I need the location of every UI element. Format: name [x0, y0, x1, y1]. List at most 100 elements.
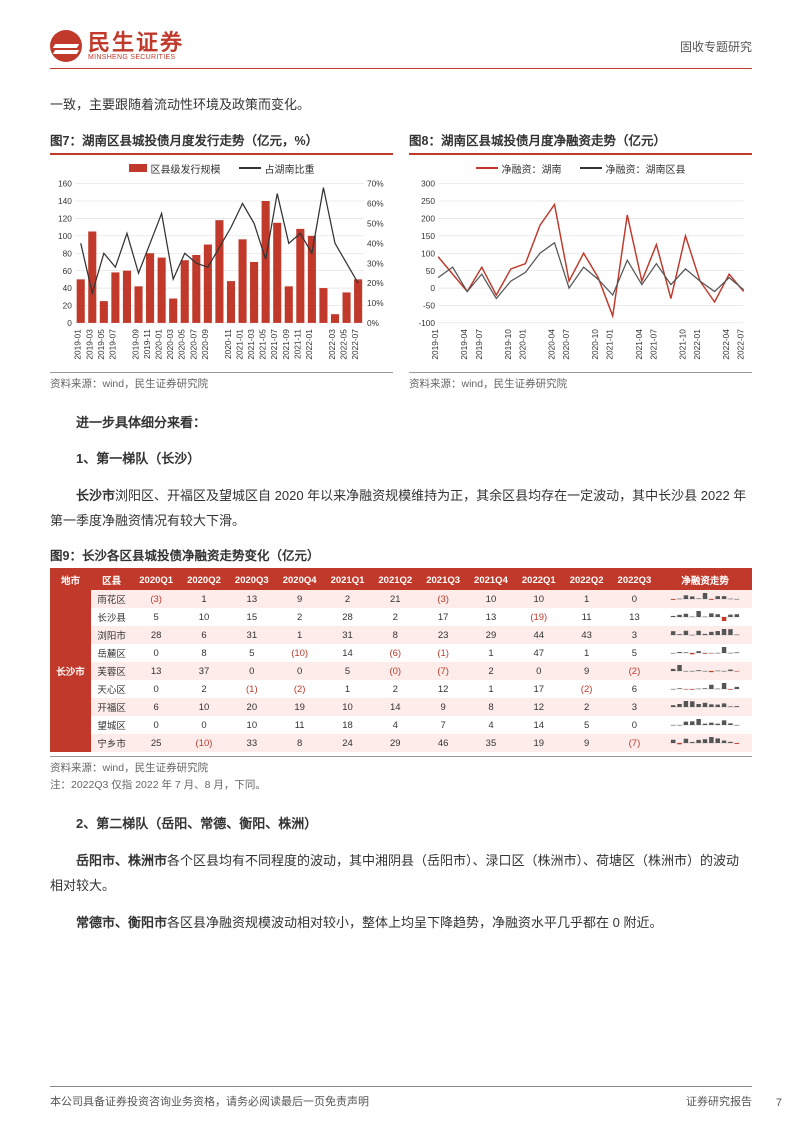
- table-value-cell: 8: [467, 698, 515, 716]
- table-value-cell: 0: [515, 662, 563, 680]
- table-value-cell: 13: [611, 608, 659, 626]
- svg-text:2021-05: 2021-05: [258, 328, 268, 359]
- table-value-cell: 29: [371, 734, 419, 752]
- table-value-cell: 28: [132, 626, 180, 644]
- table-9-title: 图9：长沙各区县城投债净融资走势变化（亿元）: [50, 545, 752, 570]
- table-value-cell: 9: [563, 734, 611, 752]
- table-value-cell: (2): [611, 662, 659, 680]
- table-value-cell: 47: [515, 644, 563, 662]
- svg-text:2020-10: 2020-10: [590, 328, 600, 359]
- table-value-cell: 5: [611, 644, 659, 662]
- header-subtitle: 固收专题研究: [680, 38, 752, 55]
- logo-cn-text: 民生证券: [88, 32, 184, 54]
- table-value-cell: 10: [467, 590, 515, 608]
- table-9-source: 资料来源：wind，民生证券研究院: [50, 756, 752, 775]
- svg-text:300: 300: [421, 178, 435, 188]
- table-value-cell: 10: [228, 716, 276, 734]
- table-value-cell: (10): [276, 644, 324, 662]
- table-header-cell: 区县: [91, 570, 132, 590]
- table-value-cell: 6: [611, 680, 659, 698]
- table-value-cell: 12: [515, 698, 563, 716]
- table-value-cell: (19): [515, 608, 563, 626]
- svg-text:2020-05: 2020-05: [177, 328, 187, 359]
- table-9: 地市区县2020Q12020Q22020Q32020Q42021Q12021Q2…: [50, 570, 752, 752]
- table-value-cell: (7): [419, 662, 467, 680]
- table-value-cell: 10: [515, 590, 563, 608]
- sparkline-cell: [658, 608, 752, 626]
- table-value-cell: 6: [132, 698, 180, 716]
- chart-7-source: 资料来源：wind，民生证券研究院: [50, 372, 393, 391]
- svg-text:2019-04: 2019-04: [459, 328, 469, 359]
- table-value-cell: 15: [228, 608, 276, 626]
- table-value-cell: (1): [228, 680, 276, 698]
- svg-text:40: 40: [63, 283, 73, 293]
- svg-text:-50: -50: [423, 300, 435, 310]
- svg-text:80: 80: [63, 248, 73, 258]
- table-value-cell: 24: [324, 734, 372, 752]
- svg-text:2020-07: 2020-07: [188, 328, 198, 359]
- svg-text:2021-10: 2021-10: [677, 328, 687, 359]
- table-header-cell: 2020Q1: [132, 570, 180, 590]
- svg-text:2020-01: 2020-01: [154, 328, 164, 359]
- table-header-cell: 地市: [50, 570, 91, 590]
- table-district-cell: 宁乡市: [91, 734, 132, 752]
- table-value-cell: 1: [276, 626, 324, 644]
- svg-text:60%: 60%: [367, 198, 384, 208]
- table-value-cell: 19: [515, 734, 563, 752]
- table-value-cell: 10: [180, 698, 228, 716]
- svg-text:140: 140: [58, 196, 72, 206]
- table-value-cell: 2: [324, 590, 372, 608]
- table-value-cell: 10: [324, 698, 372, 716]
- table-value-cell: 8: [180, 644, 228, 662]
- company-logo: 民生证券 MINSHENG SECURITIES: [50, 30, 184, 62]
- table-header-cell: 2021Q2: [371, 570, 419, 590]
- table-value-cell: (10): [180, 734, 228, 752]
- svg-text:200: 200: [421, 213, 435, 223]
- table-value-cell: 9: [563, 662, 611, 680]
- svg-text:20: 20: [63, 300, 73, 310]
- footer-right: 证券研究报告: [686, 1093, 752, 1109]
- svg-text:2021-03: 2021-03: [246, 328, 256, 359]
- svg-text:2022-07: 2022-07: [350, 328, 360, 359]
- svg-text:2019-05: 2019-05: [96, 328, 106, 359]
- table-value-cell: 3: [611, 698, 659, 716]
- svg-text:2021-01: 2021-01: [235, 328, 245, 359]
- svg-text:50%: 50%: [367, 218, 384, 228]
- svg-text:2021-07: 2021-07: [269, 328, 279, 359]
- table-header-cell: 2022Q1: [515, 570, 563, 590]
- svg-text:250: 250: [421, 196, 435, 206]
- table-value-cell: 0: [611, 716, 659, 734]
- table-value-cell: 1: [180, 590, 228, 608]
- svg-text:0%: 0%: [367, 318, 380, 328]
- svg-text:2022-07: 2022-07: [736, 328, 746, 359]
- svg-text:50: 50: [426, 265, 436, 275]
- svg-text:120: 120: [58, 213, 72, 223]
- table-header-cell: 2022Q3: [611, 570, 659, 590]
- sparkline-cell: [658, 590, 752, 608]
- table-value-cell: 13: [467, 608, 515, 626]
- svg-text:150: 150: [421, 231, 435, 241]
- chart-7-title: 图7：湖南区县城投债月度发行走势（亿元，%）: [50, 130, 393, 155]
- svg-text:2020-03: 2020-03: [165, 328, 175, 359]
- svg-text:2021-04: 2021-04: [634, 328, 644, 359]
- table-header-cell: 2020Q3: [228, 570, 276, 590]
- table-row: 芙蓉区1337005(0)(7)209(2): [50, 662, 752, 680]
- table-value-cell: 33: [228, 734, 276, 752]
- table-value-cell: 1: [324, 680, 372, 698]
- svg-text:2022-01: 2022-01: [692, 328, 702, 359]
- table-value-cell: 12: [419, 680, 467, 698]
- table-value-cell: 13: [228, 590, 276, 608]
- table-value-cell: 11: [563, 608, 611, 626]
- table-value-cell: 14: [515, 716, 563, 734]
- table-district-cell: 长沙县: [91, 608, 132, 626]
- svg-text:20%: 20%: [367, 278, 384, 288]
- table-value-cell: 10: [180, 608, 228, 626]
- sparkline-cell: [658, 662, 752, 680]
- table-value-cell: 1: [563, 590, 611, 608]
- tier1-paragraph: 长沙市浏阳区、开福区及望城区自 2020 年以来净融资规模维持为正，其余区县均存…: [50, 484, 752, 533]
- svg-text:2020-07: 2020-07: [561, 328, 571, 359]
- table-value-cell: 2: [276, 608, 324, 626]
- chart-8-title: 图8：湖南区县城投债月度净融资走势（亿元）: [409, 130, 752, 155]
- svg-text:0: 0: [67, 318, 72, 328]
- svg-text:2021-09: 2021-09: [281, 328, 291, 359]
